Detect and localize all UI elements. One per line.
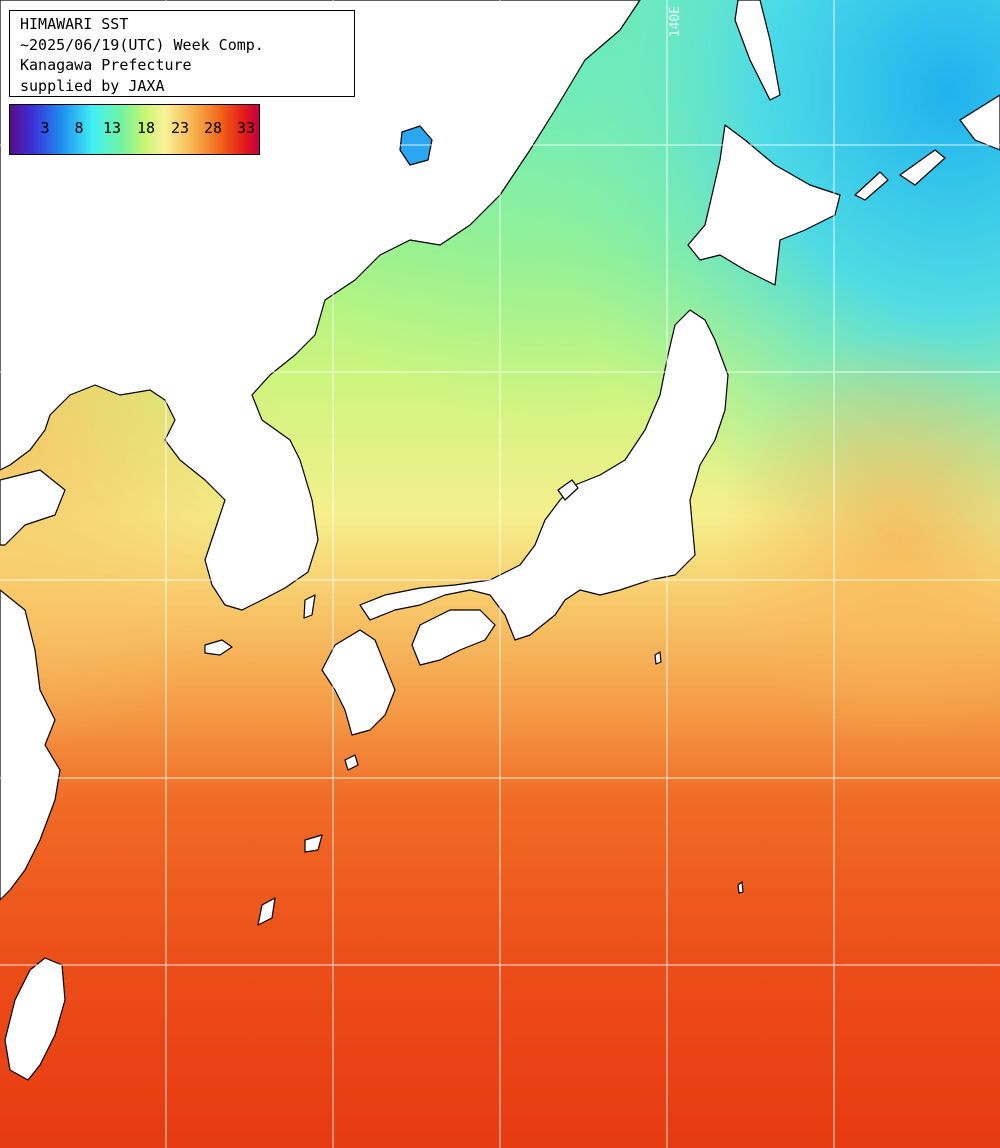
colorbar-tick: 13: [102, 119, 122, 137]
latitude-label: 40N: [14, 352, 38, 367]
region-line: Kanagawa Prefecture: [20, 56, 192, 74]
colorbar-tick: 28: [203, 119, 223, 137]
east-china-coast: [0, 469, 66, 546]
shikoku-island: [411, 609, 496, 666]
temperature-colorbar: 3 8 13 18 23 28 33: [9, 104, 260, 155]
colorbar-tick: 33: [236, 119, 256, 137]
honshu-island: [359, 309, 729, 641]
colorbar-tick: 3: [40, 119, 50, 137]
credit-line: supplied by JAXA: [20, 76, 165, 95]
sakhalin-island: [734, 0, 781, 101]
date-line: ~2025/06/19(UTC) Week Comp.: [20, 35, 264, 54]
kuril-coast: [959, 94, 1000, 151]
jeju-island: [204, 639, 233, 656]
longitude-label: 140E: [668, 6, 683, 38]
title-line: HIMAWARI SST: [20, 15, 129, 33]
hokkaido-island: [687, 124, 841, 286]
colorbar-tick: 23: [170, 119, 190, 137]
title-box: HIMAWARI SST ~2025/06/19(UTC) Week Comp.…: [9, 10, 355, 97]
colorbar-tick: 18: [136, 119, 156, 137]
colorbar-tick: 8: [74, 119, 84, 137]
east-china-coast-south: [0, 589, 61, 901]
taiwan-island: [4, 957, 66, 1081]
